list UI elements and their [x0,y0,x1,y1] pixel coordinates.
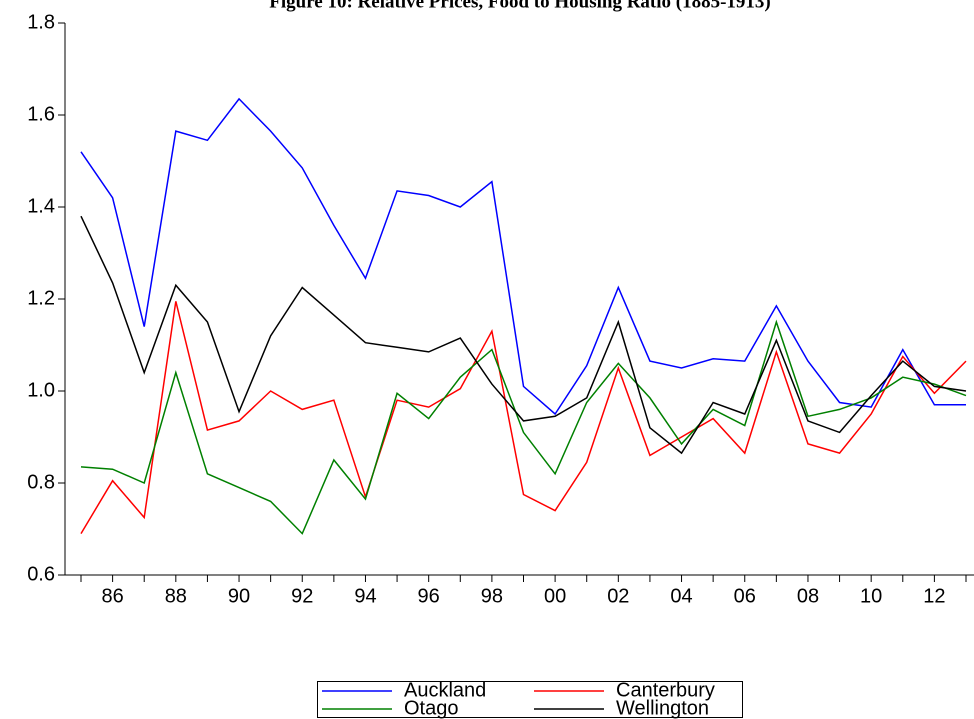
y-tick-label: 0.6 [27,563,55,585]
x-tick-label: 10 [860,585,882,607]
x-tick-label: 88 [165,585,187,607]
x-tick-label: 98 [481,585,503,607]
legend-label: Auckland [404,679,486,701]
x-tick-label: 04 [670,585,692,607]
x-tick-label: 96 [418,585,440,607]
y-tick-label: 1.0 [27,379,55,401]
y-tick-label: 1.8 [27,11,55,33]
x-tick-label: 02 [607,585,629,607]
y-tick-label: 1.6 [27,103,55,125]
x-tick-label: 06 [734,585,756,607]
x-tick-label: 00 [544,585,566,607]
x-tick-label: 92 [291,585,313,607]
series-line [80,319,967,535]
x-tick-label: 94 [354,585,376,607]
legend-label: Canterbury [616,679,715,701]
series-line [80,97,966,416]
x-tick-label: 90 [228,585,250,607]
x-tick-label: 12 [923,585,945,607]
series-line [80,215,967,455]
x-tick-label: 08 [797,585,819,607]
y-tick-label: 1.4 [27,195,55,217]
series-line [80,301,967,534]
legend-box [317,681,743,718]
legend-label: Wellington [616,697,709,719]
x-tick-label: 86 [101,585,123,607]
y-tick-label: 0.8 [27,471,55,493]
chart-title: Figure 10: Relative Prices, Food to Hous… [269,0,771,12]
legend-label: Otago [404,697,458,719]
y-tick-label: 1.2 [27,287,55,309]
